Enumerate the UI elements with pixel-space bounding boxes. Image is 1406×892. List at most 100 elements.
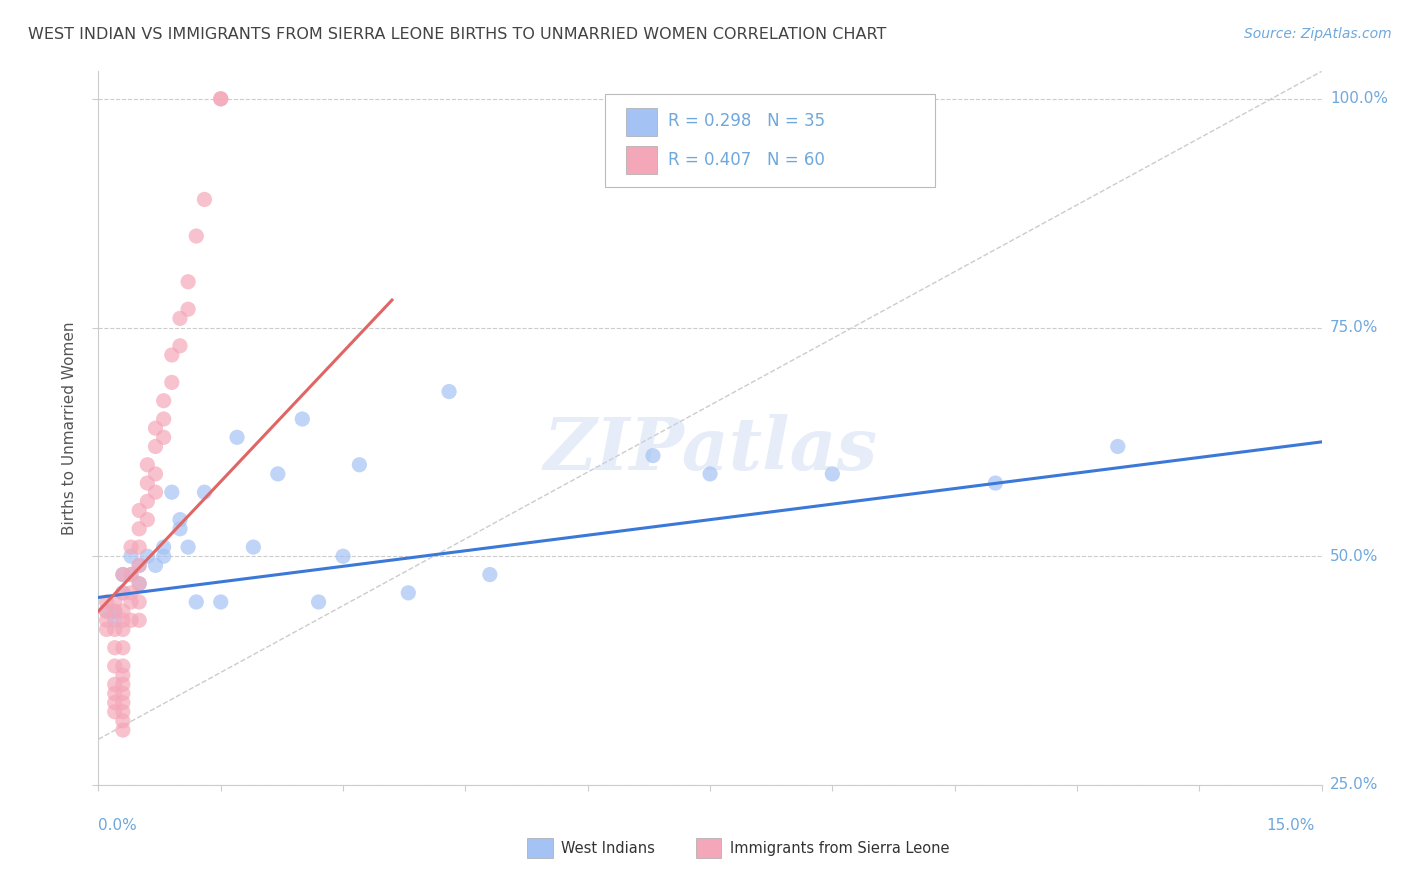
Point	[136, 513, 159, 527]
Point	[193, 485, 215, 500]
Point	[145, 440, 167, 454]
Point	[111, 677, 134, 691]
Point	[104, 696, 127, 710]
Point	[111, 613, 134, 627]
Point	[128, 522, 150, 536]
Text: 75.0%: 75.0%	[1330, 320, 1378, 335]
Point	[136, 494, 159, 508]
Point	[699, 467, 721, 481]
Point	[177, 302, 200, 317]
Point	[128, 595, 150, 609]
Text: 15.0%: 15.0%	[1267, 818, 1315, 832]
Point	[349, 458, 371, 472]
Text: 50.0%: 50.0%	[1330, 549, 1378, 564]
Point	[145, 421, 167, 435]
Point	[186, 229, 208, 244]
Point	[111, 604, 134, 618]
Point	[120, 586, 142, 600]
Point	[128, 558, 150, 573]
Text: ZIPatlas: ZIPatlas	[543, 414, 877, 485]
Point	[111, 567, 134, 582]
Point	[111, 659, 134, 673]
Point	[242, 540, 264, 554]
Point	[111, 714, 134, 728]
Point	[111, 640, 134, 655]
Point	[209, 595, 232, 609]
Text: 0.0%: 0.0%	[98, 818, 138, 832]
Point	[104, 623, 127, 637]
Point	[136, 476, 159, 491]
Point	[111, 686, 134, 700]
Point	[104, 640, 127, 655]
Point	[111, 567, 134, 582]
Text: 25.0%: 25.0%	[1330, 778, 1378, 792]
Point	[128, 558, 150, 573]
Point	[152, 540, 174, 554]
Point	[145, 558, 167, 573]
Point	[186, 595, 208, 609]
Point	[128, 613, 150, 627]
Point	[111, 586, 134, 600]
Point	[120, 549, 142, 564]
Point	[152, 549, 174, 564]
Point	[291, 412, 314, 426]
Point	[193, 193, 215, 207]
Point	[120, 567, 142, 582]
Point	[104, 595, 127, 609]
Point	[152, 393, 174, 408]
Point	[396, 586, 419, 600]
Text: R = 0.298   N = 35: R = 0.298 N = 35	[668, 112, 825, 130]
Point	[152, 412, 174, 426]
Point	[267, 467, 290, 481]
Point	[128, 576, 150, 591]
Point	[120, 540, 142, 554]
Point	[169, 513, 191, 527]
Y-axis label: Births to Unmarried Women: Births to Unmarried Women	[62, 321, 77, 535]
Point	[160, 485, 183, 500]
Point	[152, 430, 174, 444]
Point	[209, 92, 232, 106]
Text: R = 0.407   N = 60: R = 0.407 N = 60	[668, 151, 825, 169]
Point	[96, 604, 118, 618]
Point	[96, 595, 118, 609]
Point	[145, 467, 167, 481]
Text: West Indians: West Indians	[561, 841, 655, 855]
Point	[96, 604, 118, 618]
Text: Source: ZipAtlas.com: Source: ZipAtlas.com	[1244, 27, 1392, 41]
Point	[478, 567, 501, 582]
Point	[111, 668, 134, 682]
Point	[136, 458, 159, 472]
Point	[308, 595, 330, 609]
Point	[226, 430, 249, 444]
Text: 100.0%: 100.0%	[1330, 91, 1388, 106]
Point	[136, 549, 159, 564]
Point	[1107, 440, 1129, 454]
Point	[128, 540, 150, 554]
Point	[821, 467, 844, 481]
Point	[332, 549, 354, 564]
Point	[111, 705, 134, 719]
Point	[120, 613, 142, 627]
Point	[111, 586, 134, 600]
Point	[169, 522, 191, 536]
Point	[128, 503, 150, 517]
Point	[104, 705, 127, 719]
Point	[128, 576, 150, 591]
Point	[104, 677, 127, 691]
Text: WEST INDIAN VS IMMIGRANTS FROM SIERRA LEONE BIRTHS TO UNMARRIED WOMEN CORRELATIO: WEST INDIAN VS IMMIGRANTS FROM SIERRA LE…	[28, 27, 887, 42]
Text: Immigrants from Sierra Leone: Immigrants from Sierra Leone	[730, 841, 949, 855]
Point	[120, 595, 142, 609]
Point	[209, 92, 232, 106]
Point	[437, 384, 460, 399]
Point	[96, 623, 118, 637]
Point	[111, 723, 134, 737]
Point	[160, 348, 183, 362]
Point	[177, 540, 200, 554]
Point	[111, 623, 134, 637]
Point	[984, 476, 1007, 491]
Point	[104, 659, 127, 673]
Point	[104, 604, 127, 618]
Point	[104, 686, 127, 700]
Point	[104, 613, 127, 627]
Point	[145, 485, 167, 500]
